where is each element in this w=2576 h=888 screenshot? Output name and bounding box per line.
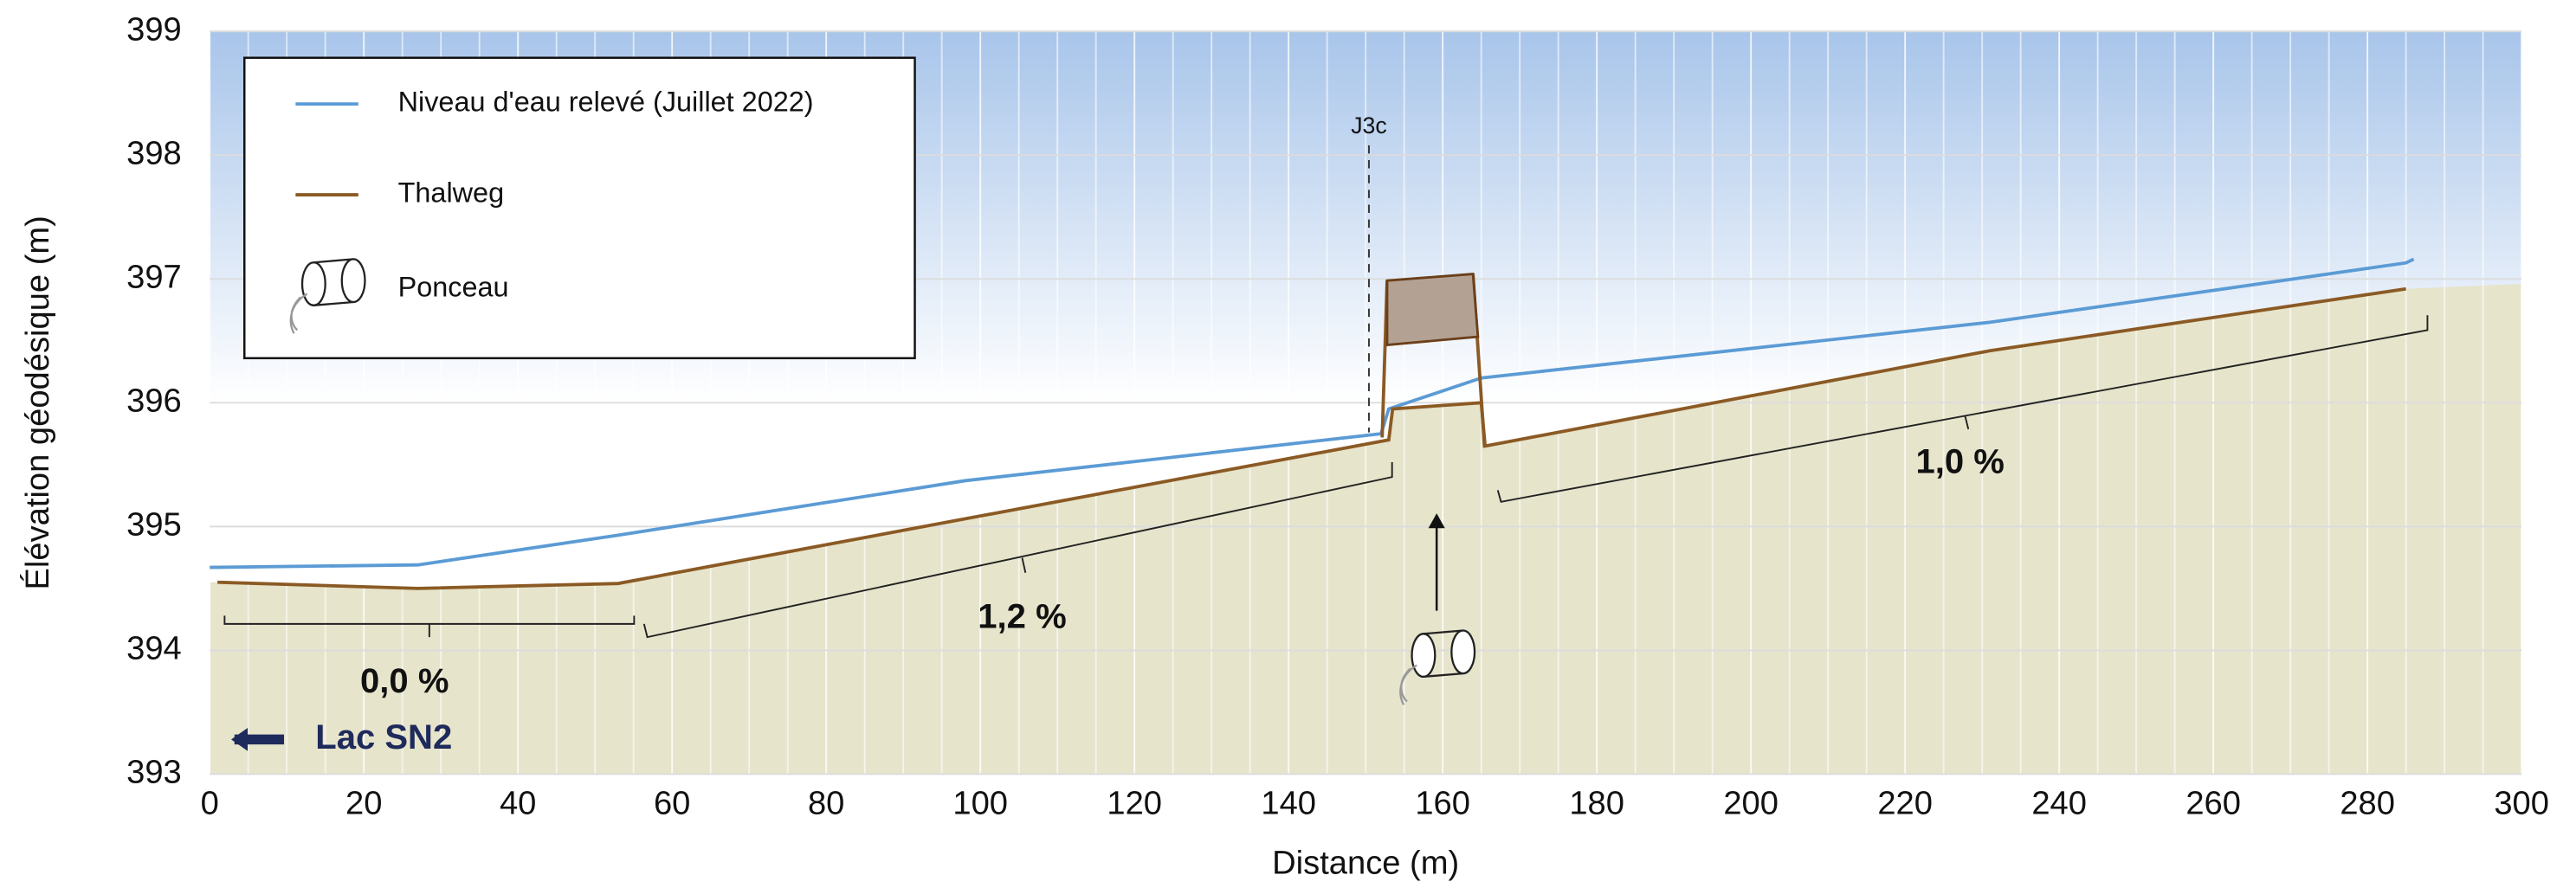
y-tick-label: 398 [126, 134, 182, 171]
x-tick-label: 120 [1107, 785, 1162, 822]
legend-label: Niveau d'eau relevé (Juillet 2022) [398, 87, 814, 118]
x-tick-label: 20 [345, 785, 382, 822]
legend-label: Ponceau [398, 271, 509, 302]
series-line [217, 286, 2406, 590]
legend-label: Thalweg [398, 177, 504, 209]
y-tick-label: 394 [126, 629, 182, 666]
culvert-icon [1399, 629, 1476, 705]
arrowhead [1428, 513, 1445, 529]
x-tick-label: 180 [1569, 785, 1624, 822]
y-tick-label: 396 [126, 382, 182, 419]
x-tick-label: 40 [500, 785, 536, 822]
x-tick-label: 300 [2494, 785, 2549, 822]
x-tick-label: 0 [201, 785, 219, 822]
y-tick-label: 397 [126, 258, 182, 295]
y-axis-label: Élévation géodésique (m) [19, 216, 56, 589]
x-tick-label: 200 [1723, 785, 1779, 822]
marker-label: J3c [1351, 113, 1387, 138]
series-line [210, 257, 2415, 569]
x-tick-label: 240 [2031, 785, 2087, 822]
y-tick-label: 395 [126, 505, 182, 543]
lake-label: Lac SN2 [315, 718, 452, 756]
y-tick-label: 399 [126, 10, 182, 48]
x-tick-label: 160 [1415, 785, 1470, 822]
culvert [1385, 273, 1480, 347]
x-tick-label: 100 [952, 785, 1008, 822]
slope-label: 1,2 % [978, 598, 1066, 636]
slope-label: 0,0 % [360, 662, 449, 700]
x-tick-label: 280 [2340, 785, 2395, 822]
x-tick-label: 260 [2185, 785, 2241, 822]
x-tick-label: 220 [1877, 785, 1933, 822]
x-tick-label: 80 [808, 785, 844, 822]
lake-arrowhead [230, 728, 249, 751]
legend-icon [289, 258, 366, 334]
x-axis-label: Distance (m) [1272, 844, 1459, 881]
legend [243, 56, 916, 360]
y-tick-label: 393 [126, 754, 182, 791]
x-tick-label: 140 [1261, 785, 1316, 822]
slope-brackets [223, 315, 2429, 639]
x-tick-label: 60 [654, 785, 690, 822]
slope-label: 1,0 % [1916, 442, 2005, 480]
